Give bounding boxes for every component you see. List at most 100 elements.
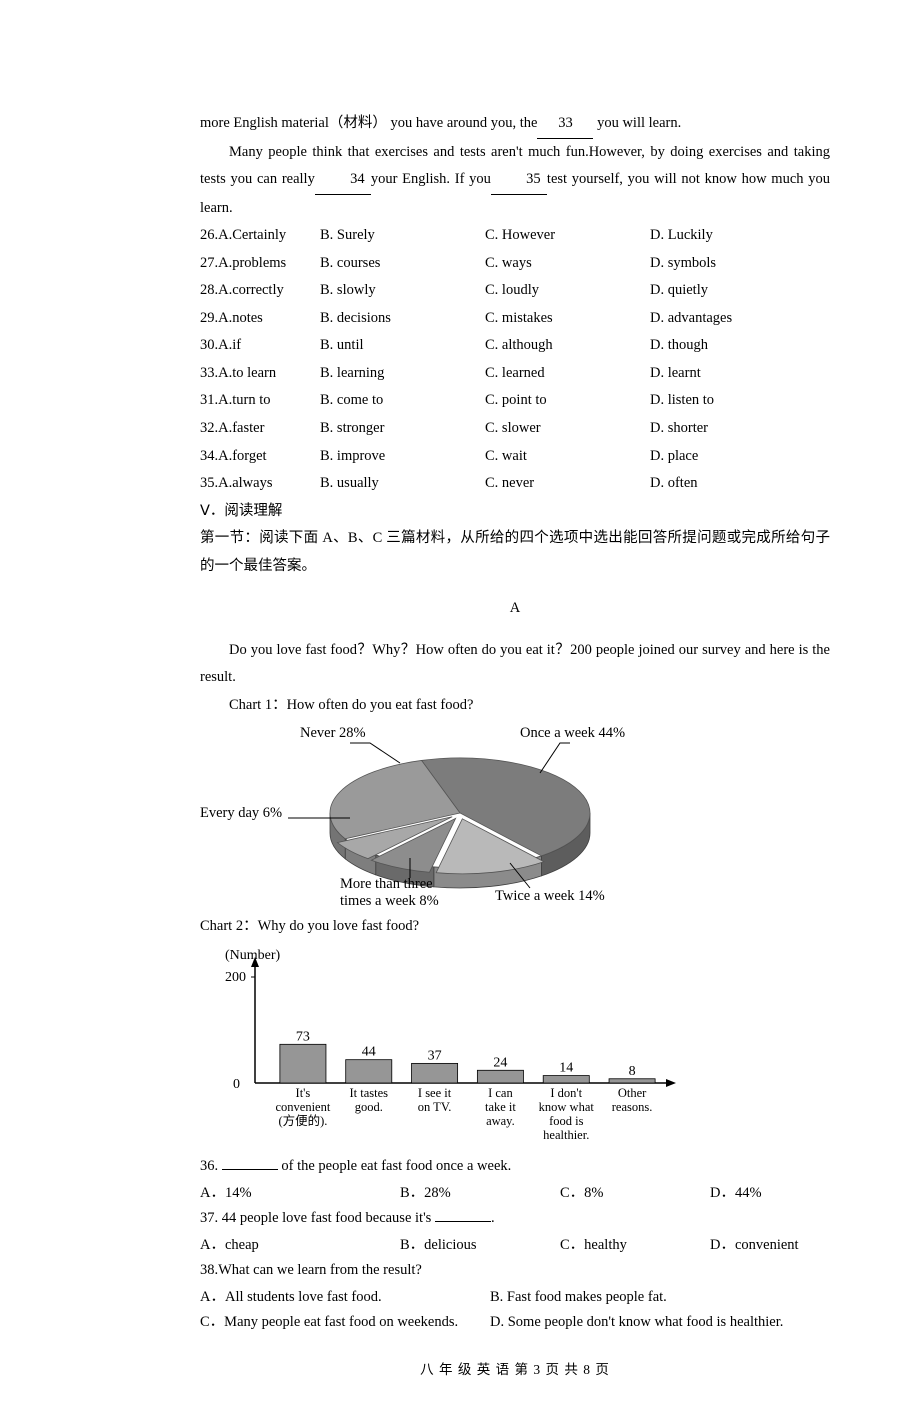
svg-text:I see it: I see it bbox=[418, 1086, 452, 1100]
q38-row2: C．Many people eat fast food on weekends.… bbox=[200, 1310, 830, 1335]
q36-options: A．14% B．28% C．8% D．44% bbox=[200, 1181, 830, 1206]
mc-option: B. slowly bbox=[320, 277, 485, 305]
svg-text:take it: take it bbox=[485, 1100, 516, 1114]
bar-chart-svg: (Number)200073It'sconvenient(方便的).44It t… bbox=[200, 943, 700, 1153]
svg-text:healthier.: healthier. bbox=[543, 1128, 589, 1142]
svg-text:14: 14 bbox=[559, 1061, 573, 1076]
mc-option: 35.A.always bbox=[200, 470, 320, 498]
mc-option: C. learned bbox=[485, 360, 650, 388]
q37-opt-d: D．convenient bbox=[710, 1233, 830, 1258]
mc-option: 26.A.Certainly bbox=[200, 222, 320, 250]
mc-option: D. listen to bbox=[650, 387, 830, 415]
svg-text:0: 0 bbox=[233, 1077, 240, 1092]
q38-opt-a: A．All students love fast food. bbox=[200, 1285, 490, 1310]
paragraph-2: Many people think that exercises and tes… bbox=[200, 139, 830, 223]
paragraph-1: more English material（材料） you have aroun… bbox=[200, 110, 830, 139]
mc-option: B. courses bbox=[320, 250, 485, 278]
pie-label-twice: Twice a week 14% bbox=[495, 888, 605, 905]
blank-33: 33 bbox=[537, 110, 593, 139]
svg-text:8: 8 bbox=[629, 1064, 636, 1079]
mc-option: C. slower bbox=[485, 415, 650, 443]
svg-text:know what: know what bbox=[539, 1100, 595, 1114]
passage-letter: A bbox=[200, 595, 830, 623]
mc-option: C. mistakes bbox=[485, 305, 650, 333]
pie-label-more3-a: More than three bbox=[340, 876, 433, 893]
chart2-caption: Chart 2：Why do you love fast food? bbox=[200, 913, 830, 941]
mc-option: B. until bbox=[320, 332, 485, 360]
q36: 36. of the people eat fast food once a w… bbox=[200, 1153, 830, 1181]
mc-option: 32.A.faster bbox=[200, 415, 320, 443]
pie-label-more3-b: times a week 8% bbox=[340, 893, 439, 910]
mc-option: C. wait bbox=[485, 443, 650, 471]
para2-text-b: your English. If you bbox=[371, 171, 491, 187]
q36-opt-a: A．14% bbox=[200, 1181, 400, 1206]
mc-row: 35.A.alwaysB. usuallyC. neverD. often bbox=[200, 470, 830, 498]
svg-text:on TV.: on TV. bbox=[418, 1100, 452, 1114]
svg-text:Other: Other bbox=[618, 1086, 647, 1100]
mc-option: 28.A.correctly bbox=[200, 277, 320, 305]
svg-text:It's: It's bbox=[296, 1086, 311, 1100]
svg-text:(方便的).: (方便的). bbox=[278, 1113, 327, 1128]
mc-option: B. decisions bbox=[320, 305, 485, 333]
q38-opt-d: D. Some people don't know what food is h… bbox=[490, 1310, 830, 1335]
svg-text:200: 200 bbox=[225, 970, 246, 985]
mc-option: D. shorter bbox=[650, 415, 830, 443]
chart2-bar: (Number)200073It'sconvenient(方便的).44It t… bbox=[200, 943, 700, 1153]
svg-text:It tastes: It tastes bbox=[349, 1086, 388, 1100]
svg-text:73: 73 bbox=[296, 1029, 310, 1044]
mc-row: 29.A.notesB. decisionsC. mistakesD. adva… bbox=[200, 305, 830, 333]
section-5-heading: Ⅴ．阅读理解 bbox=[200, 498, 830, 526]
q38-opt-b: B. Fast food makes people fat. bbox=[490, 1285, 830, 1310]
mc-option: D. though bbox=[650, 332, 830, 360]
mc-option: D. often bbox=[650, 470, 830, 498]
mc-option: B. learning bbox=[320, 360, 485, 388]
mc-option: B. come to bbox=[320, 387, 485, 415]
page-footer: 八 年 级 英 语 第 3 页 共 8 页 bbox=[200, 1358, 830, 1378]
svg-text:reasons.: reasons. bbox=[612, 1100, 653, 1114]
section-5-instructions: 第一节：阅读下面 A、B、C 三篇材料，从所给的四个选项中选出能回答所提问题或完… bbox=[200, 525, 830, 580]
svg-text:good.: good. bbox=[355, 1100, 383, 1114]
mc-row: 32.A.fasterB. strongerC. slowerD. shorte… bbox=[200, 415, 830, 443]
mc-option: 27.A.problems bbox=[200, 250, 320, 278]
q37-opt-b: B．delicious bbox=[400, 1233, 560, 1258]
svg-text:24: 24 bbox=[493, 1055, 507, 1070]
mc-option: D. Luckily bbox=[650, 222, 830, 250]
svg-text:37: 37 bbox=[428, 1048, 442, 1063]
svg-text:(Number): (Number) bbox=[225, 948, 281, 963]
mc-row: 30.A.ifB. untilC. althoughD. though bbox=[200, 332, 830, 360]
mc-option: C. However bbox=[485, 222, 650, 250]
pie-label-once: Once a week 44% bbox=[520, 725, 625, 742]
mc-option: D. quietly bbox=[650, 277, 830, 305]
para1-text-a: more English material（材料） you have aroun… bbox=[200, 115, 537, 131]
pie-label-never: Never 28% bbox=[300, 725, 366, 742]
mc-option: C. although bbox=[485, 332, 650, 360]
mc-option: 34.A.forget bbox=[200, 443, 320, 471]
chart1-caption: Chart 1：How often do you eat fast food? bbox=[200, 692, 830, 720]
mc-option: B. improve bbox=[320, 443, 485, 471]
svg-text:44: 44 bbox=[362, 1045, 376, 1060]
mc-row: 27.A.problemsB. coursesC. waysD. symbols bbox=[200, 250, 830, 278]
mc-option: B. Surely bbox=[320, 222, 485, 250]
q36-opt-c: C．8% bbox=[560, 1181, 710, 1206]
q36-opt-d: D．44% bbox=[710, 1181, 830, 1206]
multiple-choice-options: 26.A.CertainlyB. SurelyC. HoweverD. Luck… bbox=[200, 222, 830, 497]
mc-row: 26.A.CertainlyB. SurelyC. HoweverD. Luck… bbox=[200, 222, 830, 250]
passage-a-text: Do you love fast food？Why？How often do y… bbox=[200, 637, 830, 692]
chart1-pie: Never 28% Once a week 44% Every day 6% M… bbox=[200, 723, 720, 913]
para1-text-b: you will learn. bbox=[593, 115, 681, 131]
q38-opt-c: C．Many people eat fast food on weekends. bbox=[200, 1310, 490, 1335]
mc-option: C. never bbox=[485, 470, 650, 498]
mc-option: C. loudly bbox=[485, 277, 650, 305]
mc-option: D. advantages bbox=[650, 305, 830, 333]
svg-text:I don't: I don't bbox=[550, 1086, 582, 1100]
pie-label-everyday: Every day 6% bbox=[200, 805, 282, 822]
mc-row: 31.A.turn toB. come toC. point toD. list… bbox=[200, 387, 830, 415]
svg-text:food is: food is bbox=[549, 1114, 584, 1128]
q37-opt-a: A．cheap bbox=[200, 1233, 400, 1258]
q36-opt-b: B．28% bbox=[400, 1181, 560, 1206]
mc-option: D. symbols bbox=[650, 250, 830, 278]
q37: 37. 44 people love fast food because it'… bbox=[200, 1205, 830, 1233]
svg-text:away.: away. bbox=[486, 1114, 515, 1128]
mc-option: 30.A.if bbox=[200, 332, 320, 360]
svg-text:I can: I can bbox=[488, 1086, 513, 1100]
